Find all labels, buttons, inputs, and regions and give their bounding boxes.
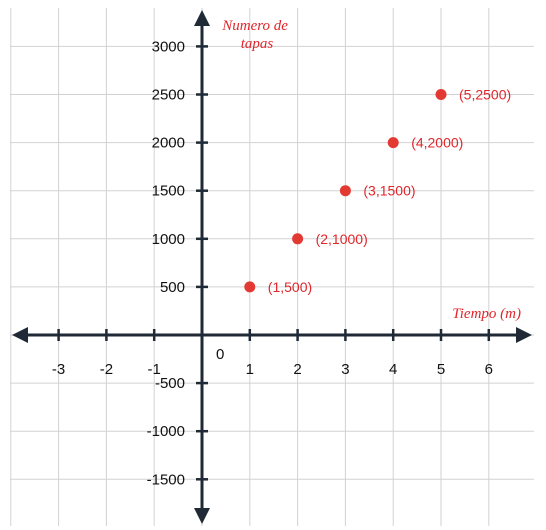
x-tick-label: 5 [437, 361, 445, 378]
data-point [339, 185, 351, 197]
x-axis-arrow-left [12, 327, 28, 343]
x-axis-arrow-right [516, 327, 532, 343]
x-tick-label: 2 [293, 361, 301, 378]
data-point [292, 233, 304, 245]
axes [12, 10, 532, 524]
data-point-label: (3,1500) [363, 183, 415, 199]
x-axis-title: Tiempo (m) [452, 306, 521, 322]
y-tick-label: -1000 [147, 423, 185, 440]
data-point [387, 137, 399, 149]
y-tick-label: 1000 [152, 231, 185, 248]
grid [10, 8, 534, 526]
data-point-label: (5,2500) [459, 87, 511, 103]
y-axis-arrow-up [194, 10, 210, 26]
y-tick-label: 2500 [152, 87, 185, 104]
y-tick-label: -500 [155, 375, 185, 392]
y-tick-label: -1500 [147, 471, 185, 488]
tick-labels: -3 -2 -1 1 2 3 4 5 6 3000 2500 2000 1500 1000 500 -500 -… [52, 38, 493, 488]
ticks [57, 45, 491, 481]
x-tick-label: 6 [485, 361, 493, 378]
data-point [244, 281, 256, 293]
data-points: (1,500) (2,1000) (3,1500) (4,2000) (5,2500) [244, 87, 511, 295]
y-tick-label: 2000 [152, 135, 185, 152]
y-tick-label: 500 [160, 279, 185, 296]
y-axis-title: Numero de tapas [221, 18, 291, 52]
data-point [435, 89, 447, 100]
y-axis-title-line-2: tapas [241, 36, 274, 52]
x-tick-label: 3 [341, 361, 349, 378]
x-tick-label: -1 [148, 361, 161, 378]
data-point-label: (2,1000) [316, 231, 368, 247]
data-point-label: (4,2000) [411, 135, 463, 151]
y-axis-title-line-1: Numero de [221, 18, 288, 34]
x-tick-label: 1 [246, 361, 254, 378]
y-tick-label: 3000 [152, 38, 185, 55]
x-tick-label: -2 [100, 361, 113, 378]
y-axis-arrow-down [194, 508, 210, 524]
x-tick-label: -3 [52, 361, 65, 378]
y-tick-label: 1500 [152, 183, 185, 200]
x-tick-label: 4 [389, 361, 397, 378]
origin-label: 0 [216, 346, 224, 363]
data-point-label: (1,500) [268, 279, 312, 295]
